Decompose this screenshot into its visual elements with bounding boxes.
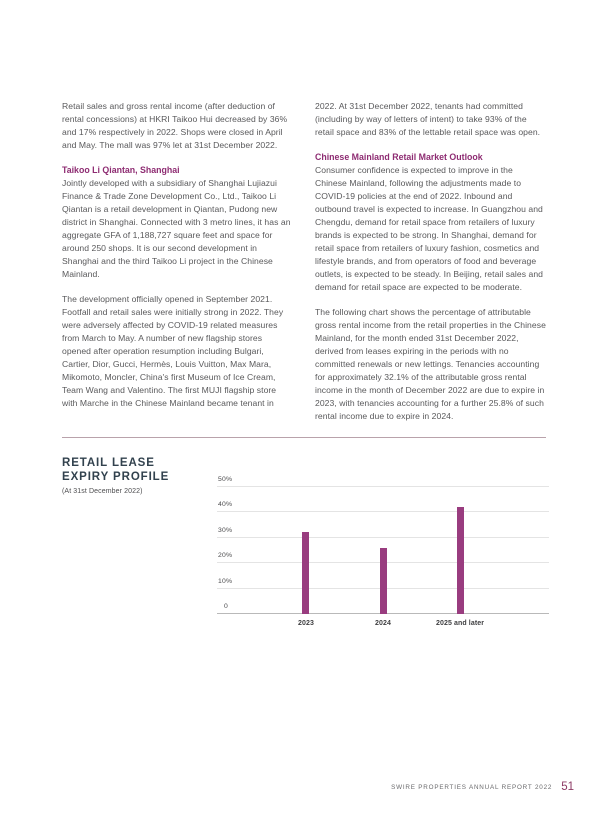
bar-2023 [302, 532, 310, 614]
bar-2025-and-later [456, 507, 464, 614]
paragraph: Consumer confidence is expected to impro… [315, 165, 543, 292]
chart-title-block: RETAIL LEASE EXPIRY PROFILE (At 31st Dec… [62, 456, 212, 495]
paragraph: The following chart shows the percentage… [315, 307, 546, 421]
text-columns: Retail sales and gross rental income (af… [62, 100, 546, 435]
chart-plot: 50% 40% 30% 20% 10% 0 2023 2024 2025 and later [217, 476, 549, 627]
chart-title-line1: RETAIL LEASE [62, 457, 155, 469]
gridline [217, 486, 549, 487]
y-axis-tick-label: 0 [224, 603, 228, 610]
paragraph: The development officially opened in Sep… [62, 294, 284, 408]
x-axis-category-label: 2023 [297, 620, 314, 627]
chart-title-line2: EXPIRY PROFILE [62, 471, 170, 483]
left-column: Retail sales and gross rental income (af… [62, 100, 293, 435]
x-axis-category-label: 2025 and later [435, 620, 485, 627]
right-column: 2022. At 31st December 2022, tenants had… [315, 100, 546, 435]
section-divider [62, 437, 546, 438]
chart-title: RETAIL LEASE EXPIRY PROFILE [62, 456, 212, 484]
chart-subtitle: (At 31st December 2022) [62, 488, 143, 495]
section-heading-chinese-mainland-retail-market-outlook: Chinese Mainland Retail Market Outlook [315, 152, 483, 162]
y-axis-tick-label: 50% [218, 476, 233, 483]
page-footer: SWIRE PROPERTIES ANNUAL REPORT 2022 51 [391, 781, 574, 793]
report-name: SWIRE PROPERTIES ANNUAL REPORT 2022 [391, 783, 553, 791]
paragraph: Retail sales and gross rental income (af… [62, 101, 288, 150]
y-axis-tick-label: 20% [218, 552, 233, 560]
paragraph: 2022. At 31st December 2022, tenants had… [315, 101, 541, 137]
y-axis-tick-label: 30% [218, 526, 233, 534]
gridline [217, 511, 549, 513]
paragraph: Jointly developed with a subsidiary of S… [62, 178, 291, 279]
page-number: 51 [561, 781, 574, 793]
y-axis-tick-label: 40% [218, 501, 233, 509]
bar-2024 [379, 548, 387, 614]
section-heading-taikoo-li-qiantan: Taikoo Li Qiantan, Shanghai [62, 165, 180, 175]
x-axis-category-label: 2024 [375, 620, 391, 627]
gridline [217, 536, 549, 538]
y-axis-tick-label: 10% [218, 577, 233, 585]
